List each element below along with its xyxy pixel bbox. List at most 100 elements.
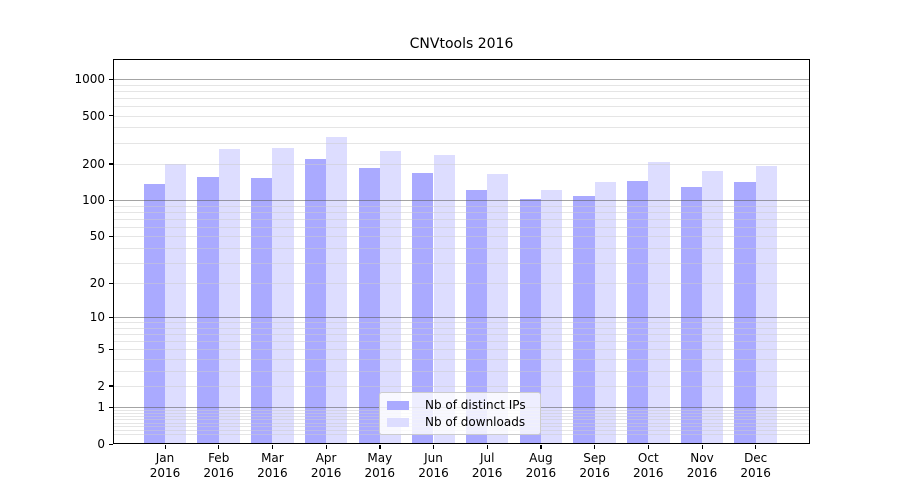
y-tick-label: 1 [97, 400, 105, 415]
y-tick-label: 500 [82, 108, 105, 123]
gridline-minor [114, 358, 810, 360]
y-tick [109, 348, 113, 351]
bar-downloads-dec [755, 165, 777, 444]
x-tick [325, 445, 327, 449]
bar-downloads-jan [165, 163, 187, 444]
gridline-minor [114, 226, 810, 228]
plot-border [113, 59, 810, 444]
x-tick [701, 445, 703, 449]
legend-item-downloads: Nb of downloads [380, 415, 540, 429]
y-tick-label: 0 [97, 437, 105, 451]
gridline-minor [114, 322, 810, 324]
x-tick [594, 445, 596, 449]
bar-distinct-ips-nov [680, 187, 702, 444]
x-tick-label: Jun 2016 [418, 451, 449, 480]
x-tick [540, 445, 542, 449]
gridline-major [114, 79, 810, 81]
gridline-minor [114, 205, 810, 207]
gridline-minor [114, 236, 810, 238]
y-tick [109, 115, 113, 117]
x-tick [433, 445, 435, 449]
x-tick [379, 445, 381, 449]
y-tick [109, 406, 113, 409]
x-tick-label: Nov 2016 [686, 451, 718, 480]
chart-title: CNVtools 2016 [409, 36, 514, 52]
gridline-major [114, 200, 810, 202]
legend-label-downloads: Nb of downloads [425, 415, 526, 429]
gridline-minor [114, 349, 810, 351]
bar-distinct-ips-feb [197, 176, 219, 444]
y-tick-label: 50 [89, 229, 105, 244]
bar-downloads-nov [702, 170, 724, 444]
x-tick-label: Feb 2016 [203, 451, 234, 480]
y-tick [109, 199, 113, 202]
y-tick-label: 2 [97, 378, 105, 393]
y-tick [109, 235, 113, 238]
gridline-minor [114, 341, 810, 343]
bar-downloads-jul [487, 173, 509, 444]
x-tick-label: Oct 2016 [633, 451, 664, 480]
gridline-minor [114, 385, 810, 387]
x-tick [271, 445, 274, 449]
legend-item-distinct-ips: Nb of distinct IPs [380, 398, 540, 412]
legend: Nb of distinct IPs Nb of downloads [379, 392, 541, 435]
y-tick [109, 316, 113, 319]
gridline-minor [114, 106, 810, 108]
gridline-minor [114, 327, 810, 329]
legend-label-distinct-ips: Nb of distinct IPs [425, 398, 526, 412]
y-tick-label: 20 [89, 276, 105, 291]
gridline-minor [114, 163, 810, 165]
gridline-minor [114, 247, 810, 249]
x-tick [647, 445, 650, 449]
legend-swatch-distinct-ips [387, 400, 409, 410]
y-tick-label: 1000 [74, 72, 105, 87]
gridline-minor [114, 334, 810, 336]
gridline-minor [114, 90, 810, 92]
y-tick-label: 10 [89, 310, 105, 325]
x-tick-label: Jul 2016 [471, 451, 503, 480]
y-tick [109, 78, 113, 80]
x-tick-label: Sep 2016 [579, 451, 610, 480]
y-tick [109, 163, 113, 165]
legend-swatch-downloads [387, 417, 409, 427]
y-tick [109, 443, 113, 445]
gridline-minor [114, 262, 810, 264]
bar-distinct-ips-sep [573, 196, 595, 444]
bar-distinct-ips-jul [465, 189, 488, 444]
gridline-minor [114, 97, 810, 99]
bar-downloads-feb [218, 149, 240, 444]
y-tick [109, 385, 113, 387]
gridline-minor [114, 127, 810, 129]
bar-downloads-aug [540, 189, 563, 444]
gridline-minor [114, 283, 810, 285]
gridline-minor [114, 211, 810, 213]
bar-downloads-apr [326, 136, 348, 444]
bar-downloads-oct [648, 161, 670, 444]
bar-distinct-ips-mar [251, 178, 273, 444]
gridline-minor [114, 115, 810, 117]
gridline-major [114, 317, 810, 319]
gridline-minor [114, 84, 810, 86]
y-tick-label: 5 [97, 342, 105, 357]
bar-distinct-ips-apr [304, 159, 327, 444]
x-tick-label: Jan 2016 [149, 451, 181, 480]
x-tick-label: Mar 2016 [257, 451, 288, 480]
x-tick [218, 445, 220, 449]
x-tick-label: Aug 2016 [525, 451, 557, 480]
gridline-minor [114, 370, 810, 372]
bar-downloads-may [379, 151, 402, 444]
y-tick [109, 282, 113, 284]
gridline-minor [114, 142, 810, 144]
x-tick [164, 445, 166, 449]
x-tick-label: May 2016 [364, 451, 396, 480]
bar-distinct-ips-jan [143, 184, 165, 444]
gridline-minor [114, 218, 810, 220]
bar-distinct-ips-aug [519, 199, 541, 444]
bar-distinct-ips-dec [734, 182, 756, 444]
bar-downloads-sep [594, 181, 616, 444]
x-tick-label: Dec 2016 [740, 451, 771, 480]
bar-distinct-ips-oct [627, 180, 649, 444]
bar-distinct-ips-jun [412, 173, 434, 444]
y-tick-label: 100 [82, 193, 105, 208]
